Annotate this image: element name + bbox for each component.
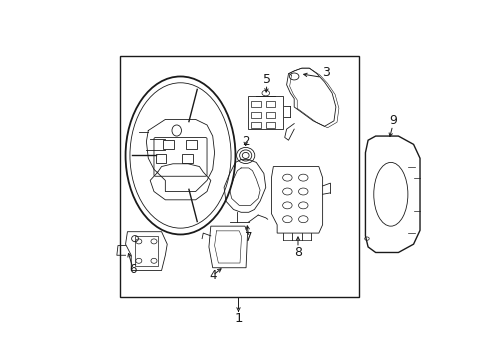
Bar <box>120 56 358 297</box>
Text: 6: 6 <box>129 262 137 276</box>
Text: 5: 5 <box>263 73 270 86</box>
Text: 1: 1 <box>234 312 242 325</box>
Text: 3: 3 <box>321 66 329 79</box>
Text: 4: 4 <box>208 269 216 282</box>
Text: 2: 2 <box>242 135 249 148</box>
Text: 7: 7 <box>244 231 252 244</box>
Text: 8: 8 <box>293 246 302 259</box>
Text: 9: 9 <box>388 114 396 127</box>
